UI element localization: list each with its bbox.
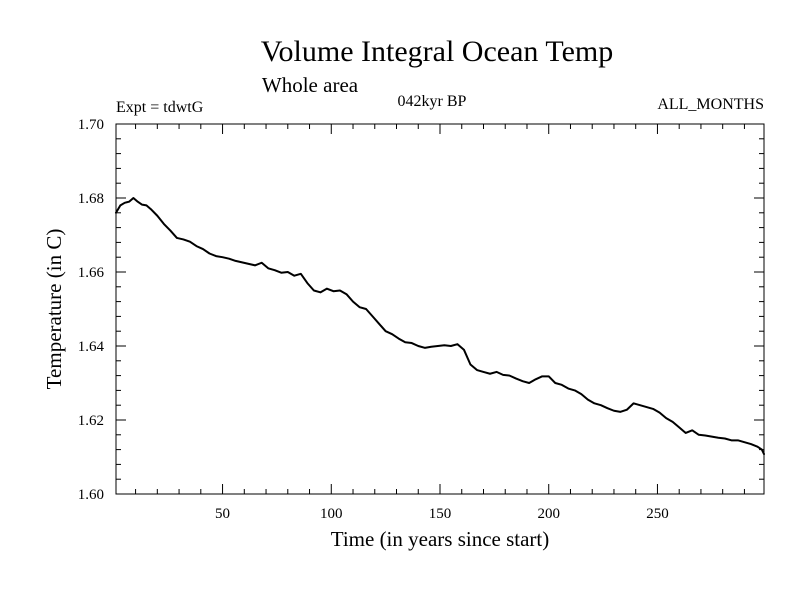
y-tick-label: 1.68 xyxy=(78,191,104,207)
tick-labels: 50 100 150 200 250 1.60 1.62 1.64 1.66 1.68 1.70 xyxy=(78,117,669,522)
y-tick-label: 1.66 xyxy=(78,265,105,281)
x-tick-label: 250 xyxy=(646,506,669,522)
y-tick-label: 1.60 xyxy=(78,487,104,503)
plot-frame xyxy=(115,123,765,495)
x-axis-label: Time (in years since start) xyxy=(331,527,550,551)
experiment-label: Expt = tdwtG xyxy=(116,99,204,116)
period-label: 042kyr BP xyxy=(398,93,467,110)
y-tick-label: 1.70 xyxy=(78,117,104,133)
x-tick-label: 200 xyxy=(537,506,560,522)
months-label: ALL_MONTHS xyxy=(657,96,764,113)
x-tick-label: 50 xyxy=(215,506,230,522)
x-tick-label: 150 xyxy=(429,506,452,522)
x-tick-label: 100 xyxy=(320,506,343,522)
y-axis-label: Temperature (in C) xyxy=(42,229,66,390)
chart-title: Volume Integral Ocean Temp xyxy=(261,35,614,68)
temperature-series-line xyxy=(115,197,765,456)
y-tick-label: 1.62 xyxy=(78,413,104,429)
chart-subtitle: Whole area xyxy=(262,73,359,97)
axis-ticks xyxy=(116,124,764,494)
y-tick-label: 1.64 xyxy=(78,339,105,355)
